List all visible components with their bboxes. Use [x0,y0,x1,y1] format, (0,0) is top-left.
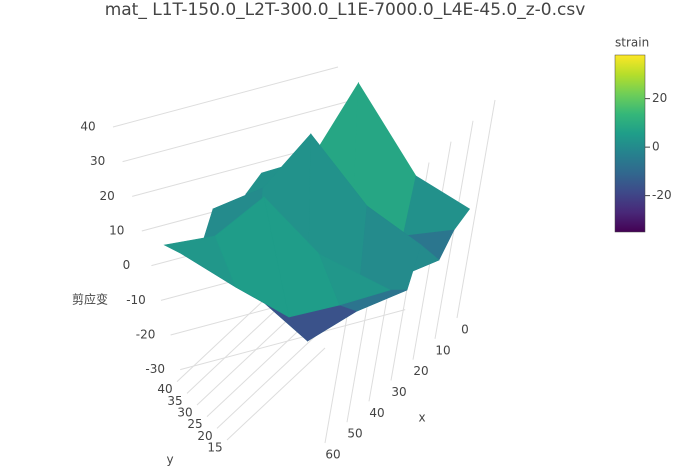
grid-line [456,99,496,319]
z-tick-label: 0 [123,258,131,272]
grid-line [196,312,296,406]
grid-line [122,101,348,163]
y-axis-title: y [166,453,173,467]
surface [163,81,471,342]
grid-line [186,300,286,394]
x-tick-label: 20 [413,364,428,378]
y-tick-label: 30 [177,406,192,420]
y-tick-label: 40 [157,382,172,396]
colorbar-tick-label: 20 [652,91,667,105]
y-tick-label: 35 [167,394,182,408]
z-tick-label: 30 [90,154,105,168]
colorbar-title: strain [615,36,649,50]
chart-title: mat_ L1T-150.0_L2T-300.0_L1E-7000.0_L4E-… [105,0,586,20]
grid-line [180,309,406,371]
x-tick-label: 40 [369,406,384,420]
surface-patch [318,253,391,306]
z-axis-title: 剪应变 [72,292,108,307]
y-tick-label: 15 [207,441,222,455]
x-tick-label: 50 [347,427,362,441]
z-tick-label: -30 [145,362,165,376]
colorbar-tick-label: 0 [652,140,660,154]
x-tick-label: 10 [435,343,450,357]
grid-line [176,289,276,383]
y-tick-label: 25 [187,417,202,431]
grid-line [206,324,306,418]
z-tick-label: -20 [136,328,156,342]
grid-line [216,335,316,429]
z-tick-label: -10 [126,293,146,307]
colorbar-tick-label: -20 [652,188,672,202]
x-tick-label: 60 [325,448,340,462]
x-tick-label: 30 [391,385,406,399]
grid-line [226,347,326,441]
z-tick-label: 40 [80,120,95,134]
grid-line [112,66,339,128]
z-tick-label: 10 [109,224,124,238]
colorbar [614,54,646,233]
x-tick-label: 0 [461,323,469,337]
x-axis-title: x [418,411,425,425]
y-tick-label: 20 [197,429,212,443]
z-tick-label: 20 [100,189,115,203]
